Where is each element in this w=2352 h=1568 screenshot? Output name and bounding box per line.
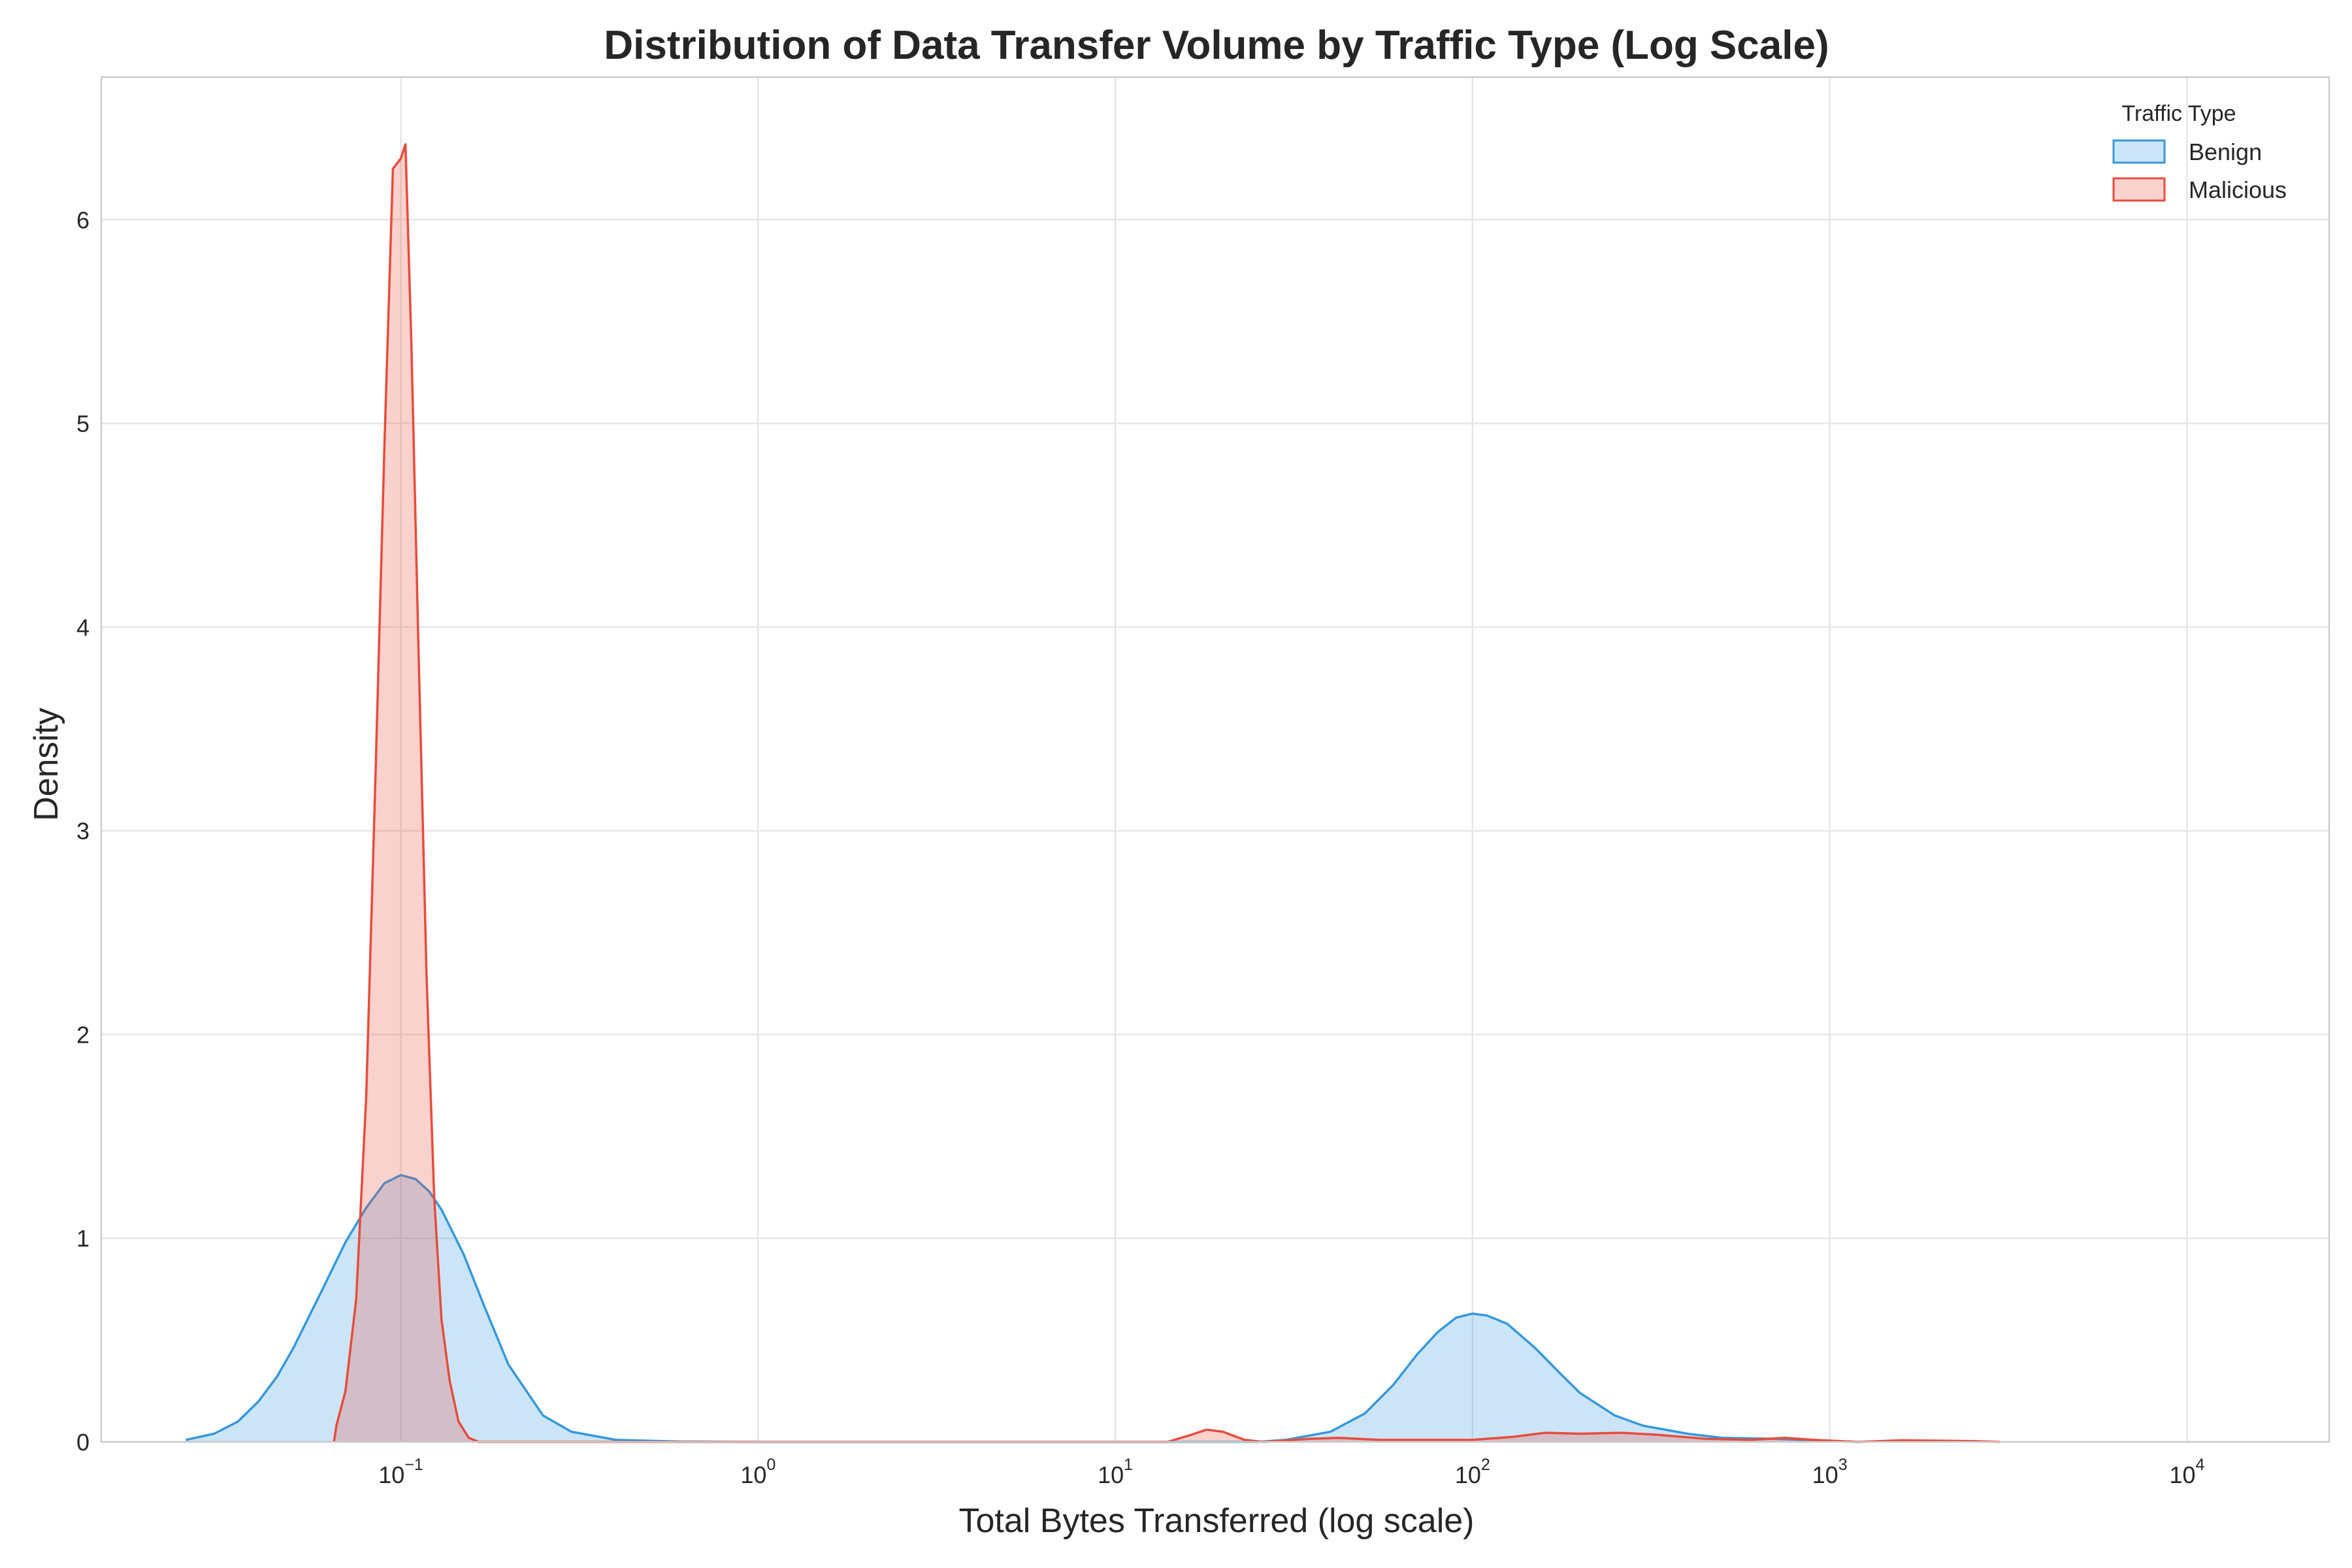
tick-layer: 10−1 100 101 102 103 104 0 1 2 3 4 5 6	[76, 206, 2205, 1488]
x-tick-label-5: 104	[2169, 1456, 2204, 1488]
x-axis-label: Total Bytes Transferred (log scale)	[959, 1502, 1475, 1540]
x-tick-label-2: 101	[1098, 1456, 1133, 1488]
legend-title: Traffic Type	[2121, 101, 2236, 126]
y-tick-label-4: 4	[76, 614, 90, 641]
legend-label-benign: Benign	[2189, 139, 2262, 165]
y-tick-label-6: 6	[76, 206, 90, 233]
x-tick-label-0: 10−1	[378, 1456, 423, 1488]
benign-density-area	[186, 1175, 1858, 1442]
y-tick-label-0: 0	[76, 1429, 90, 1456]
legend-label-malicious: Malicious	[2189, 176, 2287, 203]
x-tick-label-1: 100	[740, 1456, 776, 1488]
y-axis-label: Density	[27, 708, 65, 821]
y-tick-label-3: 3	[76, 818, 90, 845]
legend-swatch-malicious	[2112, 177, 2166, 202]
legend-swatch-benign	[2112, 139, 2166, 164]
x-tick-label-4: 103	[1812, 1456, 1848, 1488]
chart-title: Distribution of Data Transfer Volume by …	[604, 23, 1829, 68]
y-tick-label-5: 5	[76, 410, 90, 437]
plot-frame	[100, 76, 2330, 1443]
legend: Traffic Type Benign Malicious	[2112, 101, 2287, 203]
malicious-density-line	[333, 143, 2001, 1443]
y-tick-label-1: 1	[76, 1225, 90, 1252]
y-tick-label-2: 2	[76, 1021, 90, 1048]
x-tick-label-3: 102	[1455, 1456, 1490, 1488]
